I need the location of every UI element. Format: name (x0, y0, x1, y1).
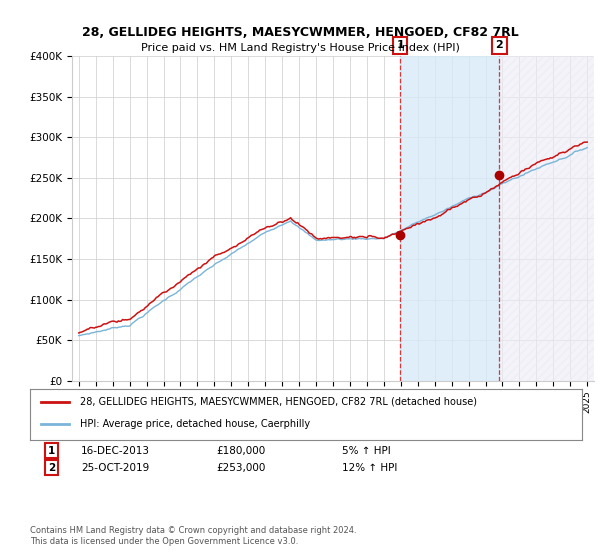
Text: £180,000: £180,000 (216, 446, 265, 456)
Text: 2: 2 (496, 40, 503, 50)
Text: Contains HM Land Registry data © Crown copyright and database right 2024.
This d: Contains HM Land Registry data © Crown c… (30, 526, 356, 546)
Text: HPI: Average price, detached house, Caerphilly: HPI: Average price, detached house, Caer… (80, 419, 310, 430)
Bar (499, 56, 596, 381)
Text: 16-DEC-2013: 16-DEC-2013 (81, 446, 150, 456)
Text: 5% ↑ HPI: 5% ↑ HPI (342, 446, 391, 456)
Text: Price paid vs. HM Land Registry's House Price Index (HPI): Price paid vs. HM Land Registry's House … (140, 43, 460, 53)
Text: 1: 1 (396, 40, 404, 50)
Text: £253,000: £253,000 (216, 463, 265, 473)
Text: 28, GELLIDEG HEIGHTS, MAESYCWMMER, HENGOED, CF82 7RL: 28, GELLIDEG HEIGHTS, MAESYCWMMER, HENGO… (82, 26, 518, 39)
Text: 1: 1 (48, 446, 55, 456)
Text: 25-OCT-2019: 25-OCT-2019 (81, 463, 149, 473)
Text: 2: 2 (48, 463, 55, 473)
Text: 28, GELLIDEG HEIGHTS, MAESYCWMMER, HENGOED, CF82 7RL (detached house): 28, GELLIDEG HEIGHTS, MAESYCWMMER, HENGO… (80, 397, 476, 407)
Text: 12% ↑ HPI: 12% ↑ HPI (342, 463, 397, 473)
Bar (400, 56, 499, 381)
